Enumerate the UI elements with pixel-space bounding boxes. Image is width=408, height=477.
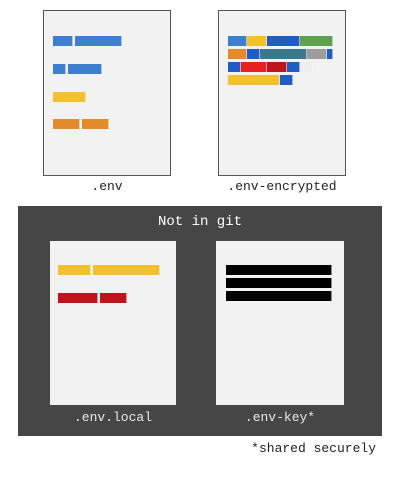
- env-line-4-value: [82, 119, 109, 129]
- env-local-line-1-key: [58, 265, 91, 275]
- env-key-line-3: [226, 291, 332, 301]
- env-line-2-key: [53, 64, 66, 74]
- env-line-1-key: [53, 36, 73, 46]
- encrypted-block: [327, 49, 333, 59]
- env-key-file-card: [216, 241, 344, 405]
- env-encrypted-file-card: [218, 10, 346, 176]
- encrypted-block: [267, 36, 300, 46]
- encrypted-block: [307, 49, 327, 59]
- encrypted-block: [247, 49, 260, 59]
- not-in-git-panel: Not in git .env.local .env-key*: [18, 206, 382, 436]
- encrypted-block: [228, 75, 280, 85]
- env-key-line-1: [226, 265, 332, 275]
- encrypted-block: [247, 36, 267, 46]
- env-line-2-value: [68, 64, 102, 74]
- encrypted-block: [228, 62, 241, 72]
- not-in-git-title: Not in git: [157, 214, 242, 230]
- encrypted-block: [300, 62, 313, 72]
- env-local-line-1-value: [93, 265, 160, 275]
- encrypted-block: [287, 62, 300, 72]
- env-local-line-2-value: [100, 293, 127, 303]
- encrypted-block: [228, 36, 247, 46]
- encrypted-block: [260, 49, 307, 59]
- encrypted-block: [228, 49, 247, 59]
- env-local-line-2-key: [58, 293, 98, 303]
- env-file-card: [43, 10, 171, 176]
- env-encrypted-file-label: .env-encrypted: [227, 179, 337, 194]
- env-file-label: .env: [91, 179, 123, 194]
- env-line-4-key: [53, 119, 80, 129]
- env-line-1-value: [75, 36, 122, 46]
- env-local-file-label: .env.local: [73, 410, 152, 425]
- encrypted-block: [267, 62, 287, 72]
- env-key-file-label: .env-key*: [244, 410, 316, 425]
- env-local-file-card: [50, 241, 176, 405]
- encrypted-block: [280, 75, 293, 85]
- encrypted-block: [241, 62, 267, 72]
- footnote-shared-securely: *shared securely: [251, 441, 376, 456]
- env-line-3: [53, 92, 86, 102]
- env-key-line-2: [226, 278, 332, 288]
- encrypted-block: [300, 36, 333, 46]
